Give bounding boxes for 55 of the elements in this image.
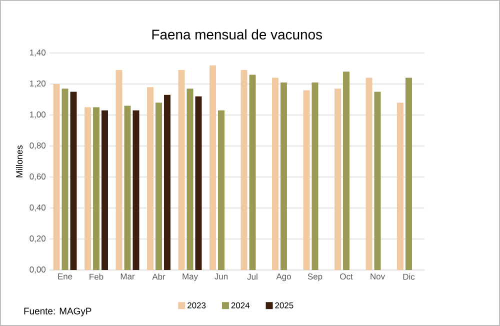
- y-tick-label: 1,40: [30, 50, 46, 56]
- x-tick-label: Dic: [403, 274, 415, 280]
- legend-label: 2024: [231, 302, 250, 308]
- bar: [147, 87, 154, 270]
- bar: [195, 96, 202, 270]
- bar: [312, 82, 318, 270]
- bar: [366, 78, 372, 270]
- bar: [210, 65, 216, 270]
- x-tick-label: Mar: [120, 274, 135, 280]
- bar: [280, 82, 288, 270]
- bar: [303, 90, 310, 270]
- y-tick-label: 1,00: [30, 112, 46, 118]
- bar: [240, 70, 248, 270]
- x-tick-label: Ago: [276, 274, 291, 282]
- bar: [156, 102, 162, 270]
- bar: [53, 84, 60, 270]
- bar: [84, 107, 92, 270]
- bar: [101, 110, 108, 270]
- bar: [343, 72, 350, 270]
- legend-label: 2023: [188, 302, 206, 308]
- bar: [116, 70, 122, 270]
- y-tick-label: 0,60: [30, 174, 46, 180]
- source-note: Fuente: MAGyP: [24, 308, 92, 316]
- bar: [186, 88, 194, 270]
- bar: [406, 78, 412, 270]
- y-tick-label: 1,20: [30, 80, 46, 88]
- bar: [124, 106, 131, 270]
- bar: [397, 102, 404, 270]
- x-tick-label: Oct: [340, 274, 353, 280]
- chart-title: Faena mensual de vacunos: [152, 29, 322, 40]
- legend-label: 2025: [275, 302, 294, 308]
- x-tick-label: Feb: [90, 274, 104, 280]
- x-tick-label: Nov: [370, 274, 386, 280]
- bar: [218, 110, 225, 270]
- y-tick-label: 0,40: [30, 204, 46, 212]
- x-tick-label: Sep: [308, 274, 322, 282]
- y-tick-label: 0,20: [30, 236, 46, 242]
- y-axis-title: Millones: [16, 145, 23, 178]
- bar: [132, 110, 140, 270]
- bar: [70, 92, 77, 270]
- bar: [374, 92, 381, 270]
- x-tick-label: Jun: [214, 274, 228, 280]
- bar: [164, 94, 170, 270]
- bar: [249, 74, 256, 270]
- x-tick-label: Ene: [58, 274, 72, 280]
- bar: [93, 107, 100, 270]
- bar: [178, 70, 185, 270]
- bar: [62, 88, 68, 270]
- x-tick-label: Jul: [247, 274, 258, 280]
- x-tick-label: Abr: [152, 274, 166, 280]
- x-tick-label: May: [182, 274, 198, 282]
- bar: [272, 78, 279, 270]
- y-tick-label: 0,80: [30, 142, 46, 150]
- y-tick-label: 0,00: [30, 266, 46, 274]
- bar: [334, 88, 342, 270]
